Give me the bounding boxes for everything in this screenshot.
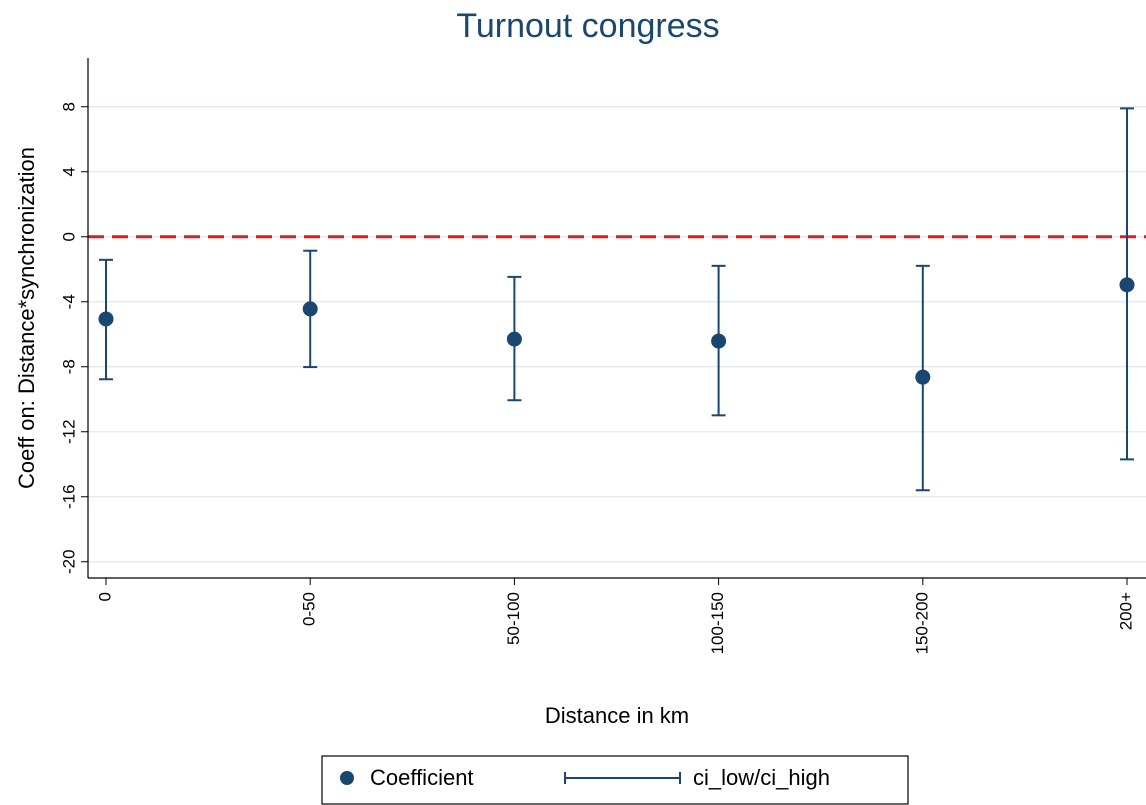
y-tick-label: -12 xyxy=(59,419,78,444)
x-tick-label: 100-150 xyxy=(708,592,727,654)
legend-box xyxy=(321,755,909,805)
y-tick-label: -8 xyxy=(59,359,78,374)
marks xyxy=(98,107,1135,492)
grid: -20 -16 -12 -8 -4 0 4 8 0 0-50 50-100 100-150 150-20… xyxy=(59,102,1146,654)
point xyxy=(915,369,931,385)
legend-label: Coefficient xyxy=(370,765,474,790)
chart-title: Turnout congress xyxy=(456,7,719,45)
x-tick-label: 0 xyxy=(95,592,114,601)
y-tick-label: 4 xyxy=(59,167,78,176)
y-tick-label: -16 xyxy=(59,484,78,509)
x-tick-label: 150-200 xyxy=(912,592,931,654)
y-tick-label: -4 xyxy=(59,294,78,309)
x-axis-label: Distance in km xyxy=(545,703,689,728)
legend-label: ci_low/ci_high xyxy=(693,765,830,790)
point xyxy=(302,301,318,317)
point xyxy=(506,331,522,347)
x-tick-label: 0-50 xyxy=(300,592,319,626)
x-tick-label: 50-100 xyxy=(504,592,523,645)
y-tick-label: 0 xyxy=(59,232,78,241)
x-tick-label: 200+ xyxy=(1116,592,1135,630)
point xyxy=(711,333,727,349)
legend-marker xyxy=(340,771,354,785)
point xyxy=(1119,277,1135,293)
y-tick-label: -20 xyxy=(59,549,78,574)
point xyxy=(98,311,114,327)
y-axis-label: Coeff on: Distance*synchronization xyxy=(14,147,39,489)
y-tick-label: 8 xyxy=(59,102,78,111)
legend: Coefficient ci_low/ci_high xyxy=(340,765,830,790)
